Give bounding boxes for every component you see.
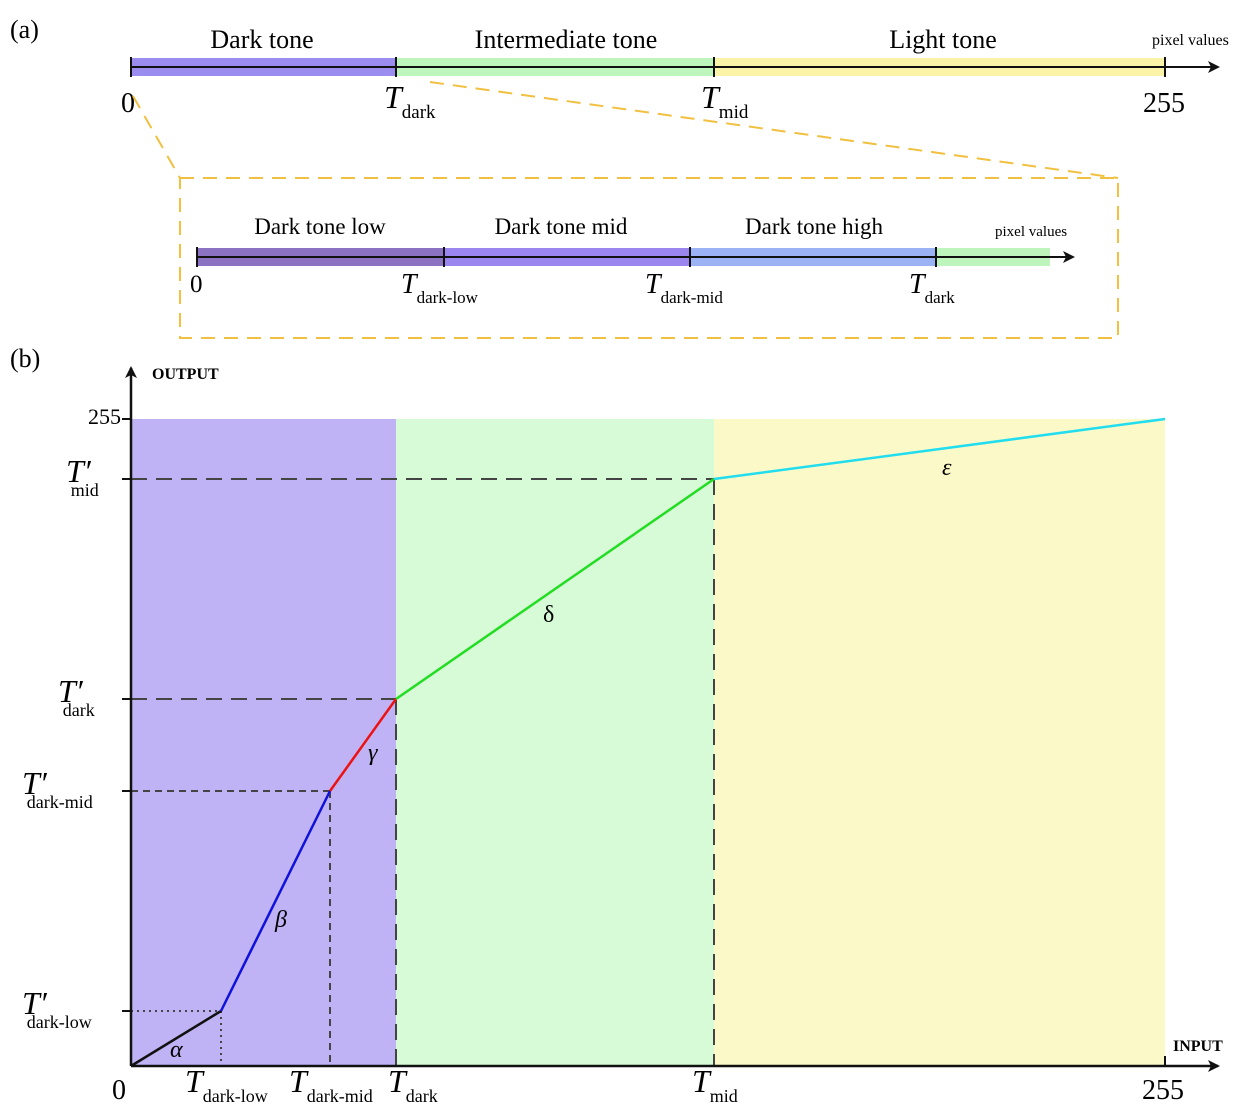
axis-a-t-dark: Tdark (384, 79, 436, 123)
inset-t-dark: Tdark (909, 269, 955, 307)
inset-pixel-values-label: pixel values (995, 224, 1067, 240)
zoom-connector-right (429, 81, 1119, 179)
dark-subrange-bar (196, 247, 1075, 267)
x-label-255: 255 (1142, 1075, 1184, 1105)
tone-bar (130, 57, 1220, 77)
delta-label: δ (543, 602, 554, 628)
mapping-curve (130, 417, 1166, 1068)
x-label-t-dark-mid: Tdark-mid (289, 1063, 373, 1105)
panel-b-label: (b) (10, 344, 40, 373)
y-label-t-prime-dark-mid: T′ dark-mid (22, 765, 93, 812)
y-axis-title: OUTPUT (152, 366, 219, 383)
light-region (714, 419, 1165, 1066)
y-label-255: 255 (88, 404, 121, 429)
x-label-t-mid: Tmid (692, 1063, 738, 1105)
segment-gamma (328, 698, 398, 792)
x-label-t-dark: Tdark (388, 1063, 438, 1105)
dark-tone-low-label: Dark tone low (254, 214, 386, 239)
y-label-t-prime-dark-low: T′ dark-low (22, 985, 92, 1032)
beta-label: β (274, 907, 287, 933)
dark-tone-label: Dark tone (210, 25, 313, 54)
inset-t-dark-low: Tdark-low (401, 269, 479, 307)
axis-ticks (122, 418, 1166, 1066)
light-tone-label: Light tone (889, 25, 997, 54)
x-axis-title: INPUT (1173, 1038, 1223, 1055)
segment-beta (219, 790, 332, 1012)
inset-t-dark-mid: Tdark-mid (645, 269, 723, 307)
origin-label: 0 (112, 1075, 126, 1105)
segment-epsilon (713, 417, 1166, 481)
x-label-t-dark-low: Tdark-low (185, 1063, 268, 1105)
intermediate-tone-label: Intermediate tone (475, 25, 658, 54)
inset-zero: 0 (190, 271, 203, 298)
segment-alpha (130, 1009, 222, 1068)
gamma-label: γ (368, 740, 378, 766)
dark-region (131, 419, 396, 1066)
dark-tone-high-label: Dark tone high (745, 214, 883, 239)
y-label-t-prime-dark: T′ dark (58, 673, 95, 720)
alpha-label: α (170, 1037, 183, 1063)
axis-a-t-mid: Tmid (701, 79, 749, 123)
pixel-values-label: pixel values (1152, 32, 1229, 49)
intermediate-region (396, 419, 714, 1066)
dark-tone-inset-box (179, 177, 1119, 339)
panel-a-label: (a) (10, 15, 39, 44)
zoom-connector-left (132, 95, 181, 179)
epsilon-label: ε (942, 455, 952, 481)
axis-a-255: 255 (1143, 88, 1185, 119)
guide-lines (131, 478, 715, 1066)
dark-tone-mid-label: Dark tone mid (495, 214, 628, 239)
segment-delta (395, 477, 715, 701)
y-label-t-prime-mid: T′ mid (66, 453, 99, 500)
axis-a-zero: 0 (121, 88, 135, 119)
